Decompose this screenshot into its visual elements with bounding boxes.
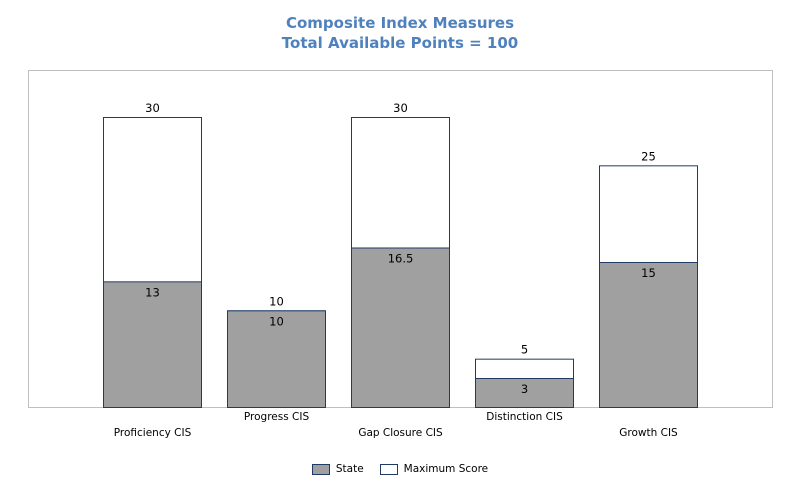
bar-state bbox=[475, 378, 574, 408]
data-label-state: 16.5 bbox=[388, 252, 414, 266]
legend-swatch-state bbox=[311, 463, 330, 475]
legend-swatch-maximum-score bbox=[379, 463, 398, 475]
bar-chart: 30 13 Proficiency CIS 10 10 Progress CIS 30 16.… bbox=[28, 70, 773, 439]
data-label-state: 13 bbox=[145, 285, 160, 299]
data-label-state: 15 bbox=[641, 266, 656, 280]
bar-state bbox=[103, 281, 202, 409]
bar-state bbox=[599, 262, 698, 408]
bar-state bbox=[351, 247, 450, 408]
data-label-maximum-score: 5 bbox=[521, 343, 528, 357]
x-tick-label: Proficiency CIS bbox=[114, 427, 192, 439]
data-label-state: 10 bbox=[269, 314, 284, 328]
x-tick-label: Progress CIS bbox=[244, 411, 310, 423]
legend-label-state: State bbox=[335, 463, 364, 475]
legend-label-maximum-score: Maximum Score bbox=[403, 463, 489, 475]
x-tick-label: Gap Closure CIS bbox=[358, 427, 443, 439]
chart-legend: State Maximum Score bbox=[0, 463, 800, 475]
data-label-state: 3 bbox=[521, 382, 528, 396]
legend-item-maximum-score: Maximum Score bbox=[379, 463, 489, 475]
chart-subtitle: Total Available Points = 100 bbox=[281, 34, 519, 52]
data-label-maximum-score: 25 bbox=[641, 149, 656, 163]
bar-state bbox=[227, 310, 326, 409]
chart-title: Composite Index Measures bbox=[285, 14, 515, 32]
data-label-maximum-score: 10 bbox=[269, 294, 284, 308]
data-label-maximum-score: 30 bbox=[145, 101, 160, 115]
x-tick-label: Distinction CIS bbox=[486, 411, 563, 423]
x-tick-label: Growth CIS bbox=[619, 427, 678, 439]
data-label-maximum-score: 30 bbox=[393, 101, 408, 115]
legend-item-state: State bbox=[311, 463, 364, 475]
